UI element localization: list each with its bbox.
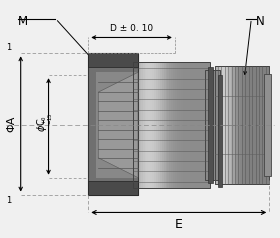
Bar xyxy=(264,74,271,176)
Bar xyxy=(144,62,147,188)
Bar xyxy=(205,70,220,180)
Bar xyxy=(139,62,141,188)
Bar xyxy=(167,62,170,188)
Text: 1: 1 xyxy=(6,196,11,204)
Bar xyxy=(235,66,237,184)
Bar xyxy=(204,62,206,188)
Bar xyxy=(133,62,210,188)
Bar xyxy=(190,62,193,188)
Bar xyxy=(185,62,187,188)
Bar xyxy=(177,62,179,188)
Bar xyxy=(255,66,257,184)
Bar xyxy=(256,66,259,184)
Bar xyxy=(156,62,158,188)
Bar xyxy=(175,62,178,188)
Bar xyxy=(238,66,241,184)
Bar xyxy=(227,66,230,184)
Bar xyxy=(247,66,250,184)
Bar xyxy=(165,62,168,188)
Bar xyxy=(214,66,269,184)
Text: $^{+0}_{-15}$: $^{+0}_{-15}$ xyxy=(40,112,55,125)
Bar xyxy=(152,62,155,188)
Bar xyxy=(141,62,143,188)
Bar xyxy=(225,66,228,184)
Bar xyxy=(207,67,213,183)
Bar xyxy=(148,62,151,188)
Bar xyxy=(173,62,176,188)
Bar xyxy=(96,72,138,178)
Bar xyxy=(231,66,233,184)
Text: M: M xyxy=(18,15,28,28)
Bar xyxy=(236,66,239,184)
Bar xyxy=(171,62,174,188)
Bar xyxy=(187,62,189,188)
Bar xyxy=(266,66,268,184)
Bar xyxy=(258,66,261,184)
Bar xyxy=(260,66,262,184)
Text: N: N xyxy=(256,15,265,28)
Bar xyxy=(137,62,139,188)
Bar xyxy=(224,66,226,184)
Bar xyxy=(150,62,153,188)
Bar xyxy=(246,66,248,184)
Bar xyxy=(222,66,224,184)
Bar xyxy=(158,62,160,188)
Bar xyxy=(160,62,162,188)
Bar xyxy=(143,62,145,188)
Bar xyxy=(267,66,270,184)
Bar xyxy=(233,66,235,184)
Bar xyxy=(188,62,191,188)
Bar xyxy=(154,62,157,188)
Text: E: E xyxy=(175,218,183,231)
Bar xyxy=(244,66,246,184)
Bar xyxy=(179,62,181,188)
Bar xyxy=(198,62,200,188)
Bar xyxy=(133,62,136,188)
Text: 1: 1 xyxy=(6,43,11,52)
Bar xyxy=(135,62,137,188)
Bar xyxy=(164,62,166,188)
Bar xyxy=(88,53,138,194)
Bar xyxy=(162,62,164,188)
Bar xyxy=(242,66,244,184)
Text: D ± 0. 10: D ± 0. 10 xyxy=(110,24,153,33)
Bar xyxy=(196,62,199,188)
Bar xyxy=(88,53,138,67)
Bar xyxy=(216,66,219,184)
Bar xyxy=(88,181,138,194)
Polygon shape xyxy=(98,72,138,178)
Bar xyxy=(218,66,221,184)
Bar xyxy=(251,66,253,184)
Bar xyxy=(262,66,264,184)
Bar xyxy=(194,62,197,188)
Bar xyxy=(229,66,232,184)
Bar xyxy=(240,66,242,184)
Bar xyxy=(218,75,221,187)
Bar xyxy=(192,62,195,188)
Bar xyxy=(214,66,217,184)
Text: $\phi$C: $\phi$C xyxy=(34,117,48,132)
Bar xyxy=(202,62,204,188)
Bar xyxy=(249,66,251,184)
Bar xyxy=(264,66,266,184)
Text: ΦA: ΦA xyxy=(7,116,17,132)
Bar xyxy=(206,62,208,188)
Bar xyxy=(208,62,210,188)
Bar xyxy=(220,66,222,184)
Bar xyxy=(253,66,255,184)
Bar xyxy=(200,62,202,188)
Bar xyxy=(146,62,149,188)
Bar xyxy=(169,62,172,188)
Bar xyxy=(183,62,185,188)
Bar xyxy=(181,62,183,188)
